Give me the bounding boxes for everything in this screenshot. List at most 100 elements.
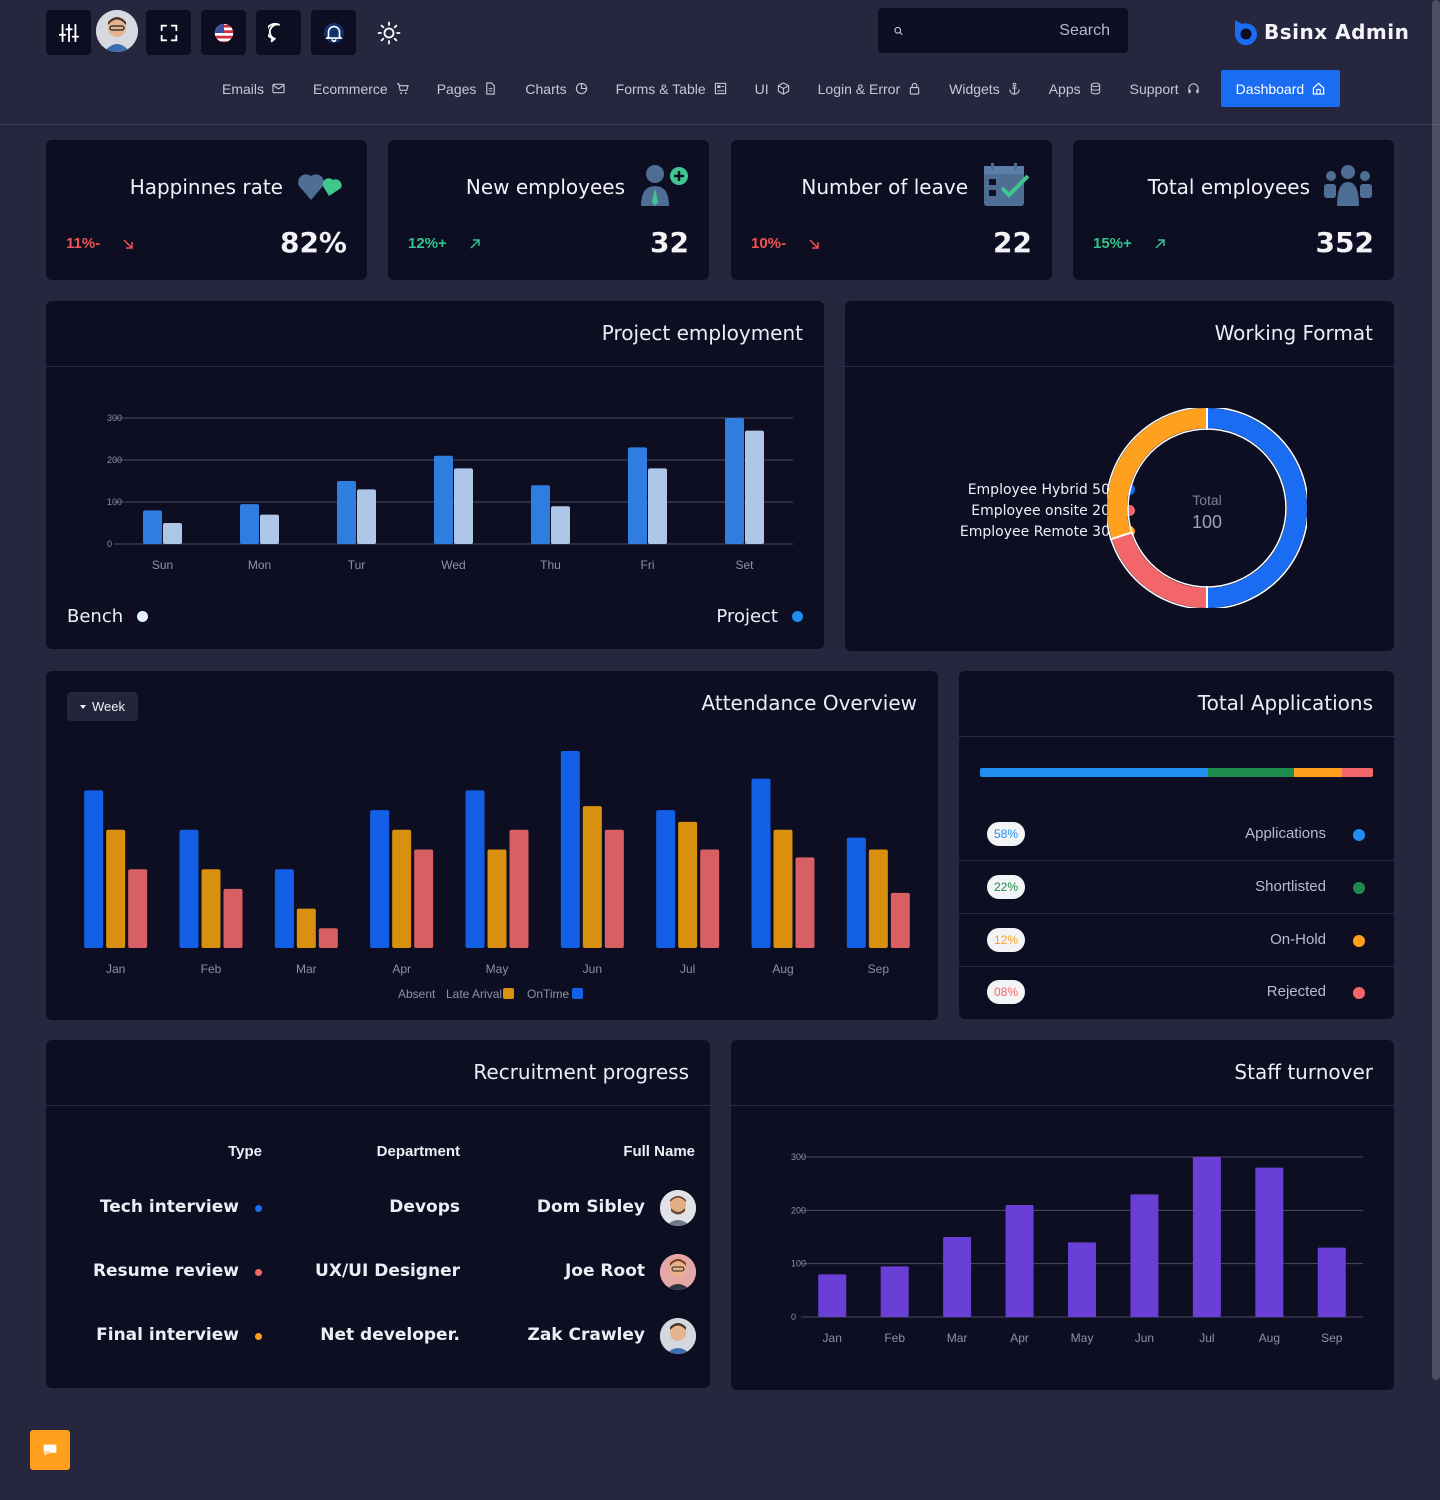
nav-item-ecommerce[interactable]: Ecommerce [299, 70, 423, 107]
y-tick-label: 300 [107, 413, 122, 423]
y-tick-label: 0 [107, 539, 112, 549]
search-input[interactable] [903, 21, 1110, 40]
nav-item-emails[interactable]: Emails [208, 70, 299, 107]
bar [582, 806, 602, 948]
name-cell[interactable]: Dom Sibley [536, 1197, 645, 1217]
column-header-type[interactable]: Type [228, 1143, 262, 1160]
bar [84, 790, 104, 948]
stat-value: 82% [279, 226, 347, 259]
bar [551, 506, 570, 544]
chat-fab-button[interactable] [30, 1430, 70, 1470]
hearts-icon [298, 174, 342, 200]
scrollbar[interactable] [1432, 0, 1440, 1380]
theme-toggle-button[interactable] [366, 10, 411, 55]
settings-sliders-button[interactable] [46, 10, 91, 55]
x-tick-label: May [1071, 1331, 1094, 1345]
users-group-icon [1324, 165, 1372, 206]
nav-item-pages[interactable]: Pages [423, 70, 512, 107]
nav-item-apps[interactable]: Apps [1035, 70, 1116, 107]
name-cell[interactable]: Zak Crawley [527, 1325, 646, 1345]
legend-item[interactable]: Employee onsite 20 [911, 500, 1135, 521]
nav-item-widgets[interactable]: Widgets [935, 70, 1035, 107]
legend-label: Employee onsite 20 [971, 502, 1110, 519]
row-label: Shortlisted [1255, 878, 1326, 895]
bar [318, 928, 338, 948]
bar [163, 523, 182, 544]
rejected-row[interactable]: 08% Rejected [959, 966, 1394, 1019]
nav-item-ui[interactable]: UI [741, 70, 804, 107]
stat-change-text: 12%+ [408, 235, 447, 252]
nav-item-label: Login & Error [817, 80, 901, 97]
stat-change-text: 11%- [66, 235, 101, 252]
stat-card-happiness: Happinnes rate 82% 11%- [46, 140, 367, 280]
bar [656, 810, 676, 948]
stat-title: Happinnes rate [129, 175, 283, 199]
bar [751, 778, 771, 948]
nav-item-dashboard[interactable]: Dashboard [1220, 70, 1341, 107]
brand-logo-icon [1234, 20, 1257, 46]
chat-button[interactable] [256, 10, 301, 55]
brand-name: Bsinx Admin [1264, 20, 1410, 44]
x-tick-label: Feb [201, 962, 222, 976]
notifications-button[interactable] [311, 10, 356, 55]
period-dropdown[interactable]: Week [67, 692, 138, 721]
avatar[interactable] [96, 10, 138, 52]
chat-icon [43, 1444, 57, 1456]
bar [143, 510, 162, 544]
working-format-card: Working Format Employee Hybrid 50 Employ… [845, 301, 1394, 651]
legend-bench[interactable]: Bench [67, 606, 149, 627]
database-icon [1090, 82, 1100, 95]
avatar[interactable] [660, 1190, 696, 1226]
card-title: Working Format [1214, 321, 1373, 345]
type-dot [255, 1269, 262, 1276]
legend-dot [792, 611, 803, 622]
x-tick-label: Tur [348, 558, 366, 572]
legend-item[interactable]: Employee Remote 30 [911, 521, 1135, 542]
attendance-chart: Jan Feb Mar Apr May Jun Jul Aug Sep Absent Late Ar… [84, 751, 910, 1001]
stat-card-leave: Number of leave 22 10%- [731, 140, 1052, 280]
nav-item-support[interactable]: Support [1116, 70, 1214, 107]
percent-badge: 58% [987, 822, 1025, 846]
brand-logo[interactable]: Bsinx Admin [1232, 16, 1409, 48]
bar [465, 790, 485, 948]
bar [128, 869, 148, 948]
nav-item-charts[interactable]: Charts [511, 70, 601, 107]
x-tick-label: Aug [1259, 1331, 1280, 1345]
bar [414, 849, 434, 948]
applications-row[interactable]: 58% Applications [959, 808, 1394, 861]
language-button[interactable] [201, 10, 246, 55]
avatar[interactable] [660, 1254, 696, 1290]
legend-ontime: OnTime [527, 987, 570, 1001]
stat-change: 10%- [751, 235, 820, 252]
column-header-department[interactable]: Department [376, 1143, 460, 1160]
stat-change: 11%- [66, 235, 134, 252]
nav-item-login-error[interactable]: Login & Error [804, 70, 935, 107]
donut-slice [1206, 408, 1307, 608]
project-employment-card: Project employment 0 100 200 300 Sun Mon Tur We… [46, 301, 824, 649]
legend-item[interactable]: Employee Hybrid 50 [911, 479, 1135, 500]
card-header: Total Applications [959, 671, 1394, 737]
file-icon [486, 82, 496, 95]
bar [890, 892, 910, 948]
x-tick-label: Jan [106, 962, 125, 976]
card-title: Project employment [601, 321, 803, 345]
nav-item-forms-table[interactable]: Forms & Table [602, 70, 741, 107]
bar [880, 1266, 909, 1317]
x-tick-label: Fri [641, 558, 655, 572]
bar [678, 821, 698, 948]
shortlisted-row[interactable]: 22% Shortlisted [959, 861, 1394, 914]
avatar[interactable] [660, 1318, 696, 1354]
percent-badge: 08% [987, 980, 1025, 1004]
legend-project[interactable]: Project [716, 606, 803, 627]
column-header-name[interactable]: Full Name [623, 1143, 695, 1160]
fullscreen-button[interactable] [146, 10, 191, 55]
on-hold-row[interactable]: 12% On-Hold [959, 914, 1394, 967]
bar [943, 1237, 972, 1317]
main-nav: Emails Ecommerce Pages Charts Forms & Ta… [208, 70, 1341, 107]
row-label: Rejected [1266, 983, 1326, 1000]
bar [337, 481, 356, 544]
legend-late-arrival: Late Arival [446, 987, 502, 1001]
name-cell[interactable]: Joe Root [564, 1261, 645, 1281]
headset-icon [1187, 83, 1199, 94]
home-icon [1312, 82, 1325, 95]
